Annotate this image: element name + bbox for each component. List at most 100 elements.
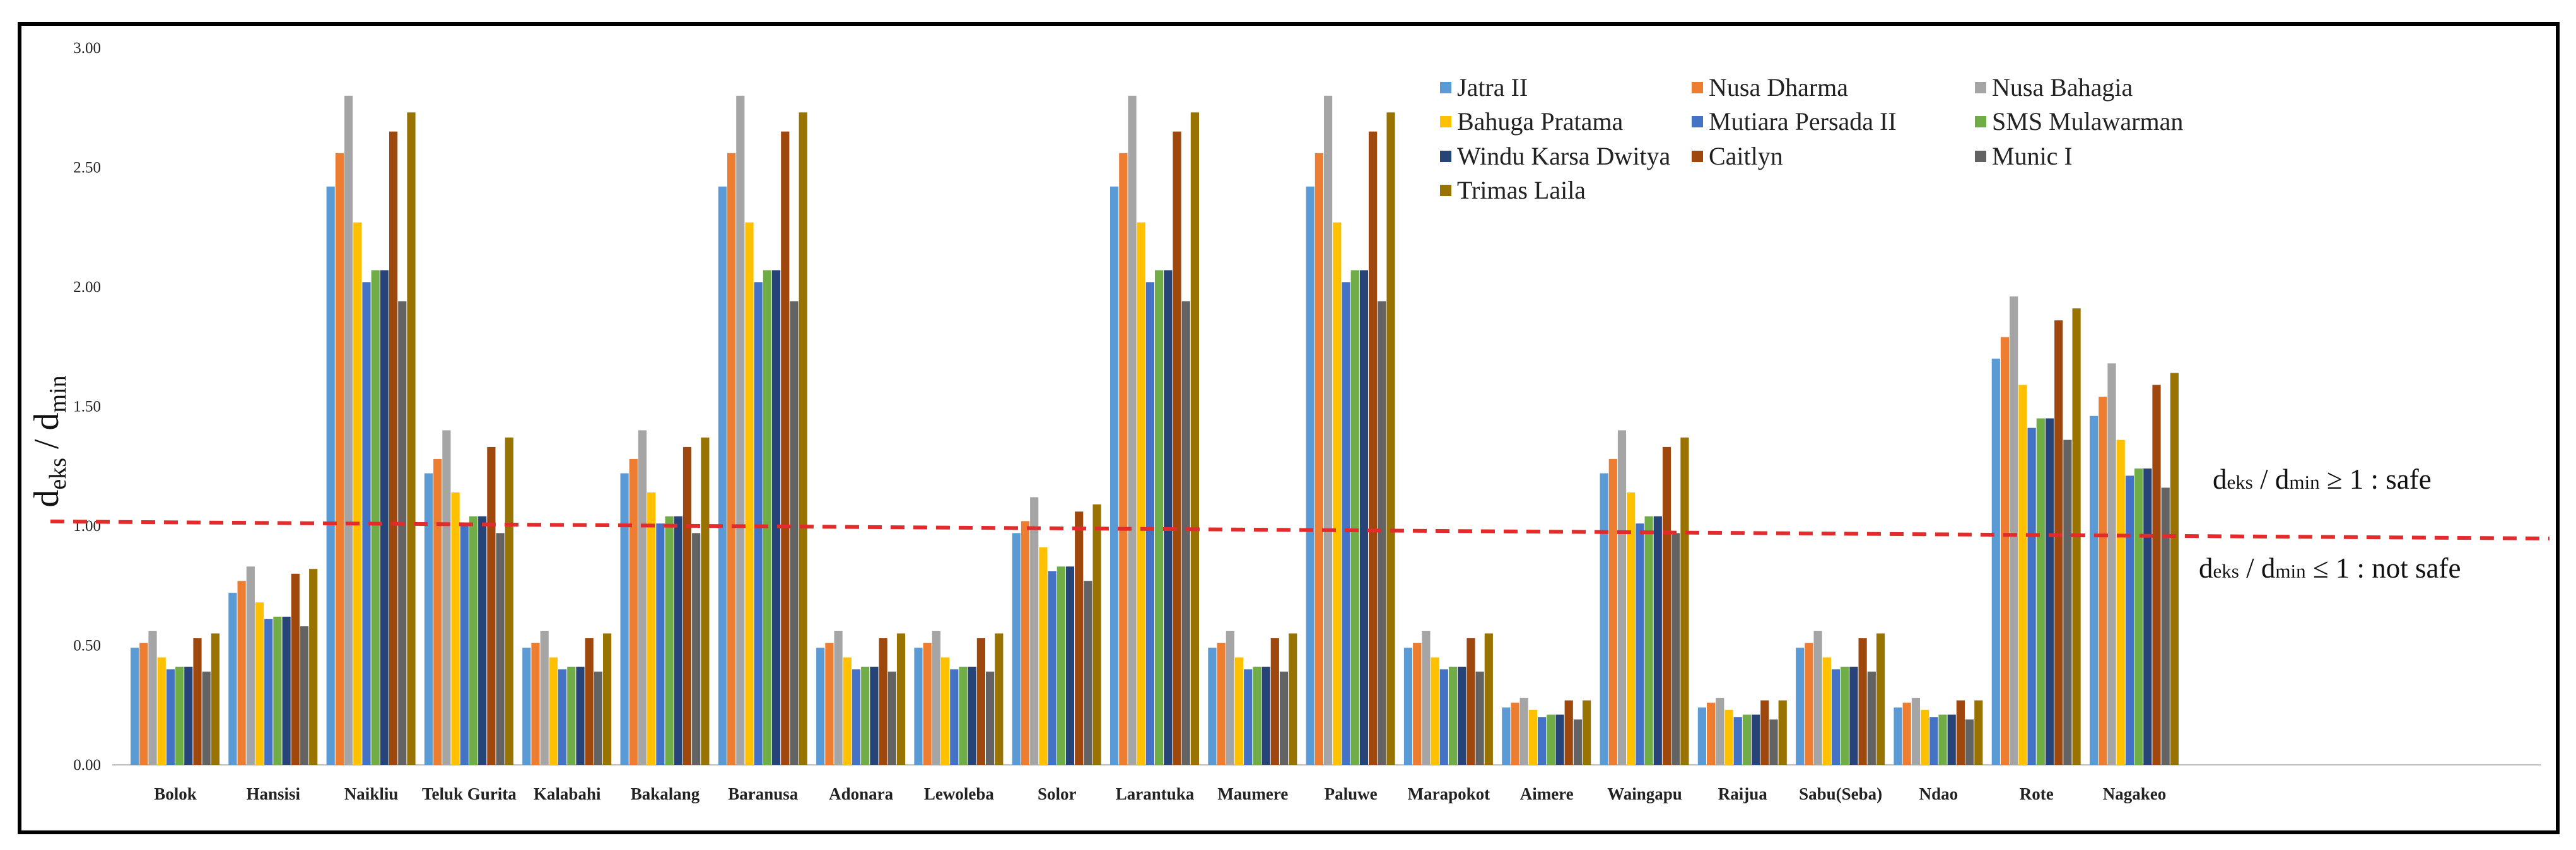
bar bbox=[1511, 702, 1519, 765]
bar bbox=[273, 617, 282, 765]
bar bbox=[932, 631, 940, 765]
bar bbox=[1270, 638, 1279, 765]
bar bbox=[1680, 437, 1689, 765]
bar bbox=[585, 638, 594, 765]
bar bbox=[1547, 714, 1555, 765]
legend-swatch bbox=[1440, 185, 1451, 196]
bar bbox=[460, 523, 469, 765]
bar bbox=[896, 633, 906, 765]
bar bbox=[745, 222, 754, 765]
bar bbox=[718, 186, 727, 765]
bar bbox=[1065, 566, 1075, 765]
bar bbox=[540, 631, 549, 765]
bar bbox=[1048, 571, 1057, 765]
bar bbox=[2152, 385, 2161, 765]
bar bbox=[1262, 667, 1270, 765]
bar bbox=[353, 222, 362, 765]
bar bbox=[1707, 702, 1716, 765]
bar bbox=[398, 301, 407, 765]
bar bbox=[175, 667, 184, 765]
bar bbox=[692, 533, 701, 765]
category-label: Maumere bbox=[1217, 784, 1288, 803]
legend-label: Windu Karsa Dwitya bbox=[1457, 142, 1671, 170]
bar bbox=[264, 619, 273, 765]
bar bbox=[2063, 440, 2072, 765]
bar bbox=[1813, 631, 1822, 765]
bar bbox=[2116, 440, 2125, 765]
bar bbox=[451, 492, 460, 765]
bar bbox=[1876, 633, 1885, 765]
bar bbox=[1431, 657, 1439, 765]
bar bbox=[1911, 697, 1920, 765]
bar bbox=[2045, 418, 2054, 765]
bar bbox=[1386, 112, 1395, 765]
bar bbox=[2036, 418, 2045, 765]
bar bbox=[2143, 469, 2152, 765]
bar bbox=[887, 672, 896, 765]
bar bbox=[442, 430, 451, 765]
bar bbox=[727, 153, 736, 766]
bar bbox=[1583, 700, 1591, 765]
bar bbox=[1858, 638, 1867, 765]
bar bbox=[166, 669, 175, 765]
bar bbox=[620, 473, 629, 765]
bar bbox=[976, 638, 985, 765]
bar bbox=[478, 516, 487, 765]
bar bbox=[2125, 475, 2134, 765]
bar bbox=[362, 282, 371, 765]
bar bbox=[1458, 667, 1467, 765]
bar bbox=[2054, 320, 2063, 766]
bar bbox=[1841, 667, 1849, 765]
bar bbox=[1636, 523, 1644, 765]
bar bbox=[1253, 667, 1262, 765]
bar bbox=[184, 667, 193, 765]
annotation-safe-d1: d bbox=[2213, 463, 2227, 495]
bar bbox=[2161, 487, 2170, 765]
annotation-safe-d2: d bbox=[2275, 463, 2290, 495]
category-label: Lewoleba bbox=[924, 784, 994, 803]
legend-label: Caitlyn bbox=[1709, 142, 1783, 170]
bar bbox=[157, 657, 166, 765]
bar bbox=[1716, 697, 1724, 765]
bar bbox=[1902, 702, 1911, 765]
bar bbox=[531, 643, 540, 765]
y-label-sub1: eks bbox=[45, 458, 71, 490]
bar bbox=[1289, 633, 1297, 765]
bar bbox=[424, 473, 433, 765]
bar bbox=[2099, 397, 2107, 765]
bar bbox=[1555, 714, 1564, 765]
category-label: Rote bbox=[2020, 784, 2054, 803]
bar bbox=[1208, 648, 1217, 765]
annotation-safe-rest: ≥ 1 : safe bbox=[2320, 463, 2432, 495]
bar bbox=[1324, 95, 1333, 765]
legend-label: Mutiara Persada II bbox=[1709, 107, 1897, 136]
bar bbox=[914, 648, 923, 765]
bar bbox=[496, 533, 505, 765]
legend-swatch bbox=[1440, 151, 1451, 162]
bar bbox=[1084, 581, 1092, 765]
bar bbox=[576, 667, 585, 765]
y-tick-label: 3.00 bbox=[73, 40, 101, 57]
category-label: Solor bbox=[1038, 784, 1077, 803]
annotation-safe-sub2: min bbox=[2289, 471, 2320, 493]
category-label: Sabu(Seba) bbox=[1799, 784, 1882, 803]
bar bbox=[1448, 667, 1458, 765]
bar bbox=[1956, 700, 1965, 765]
bar bbox=[1217, 643, 1226, 765]
bar bbox=[380, 270, 389, 765]
legend-swatch bbox=[1440, 116, 1451, 127]
bar bbox=[291, 573, 300, 765]
annotation-safe: deks / dmin ≥ 1 : safe bbox=[2213, 463, 2432, 495]
bar bbox=[772, 270, 781, 765]
bar bbox=[282, 617, 291, 765]
bar bbox=[1921, 709, 1929, 765]
bar bbox=[2027, 428, 2036, 765]
bar bbox=[1403, 648, 1413, 765]
legend-label: Nusa Dharma bbox=[1709, 73, 1848, 102]
category-label: Paluwe bbox=[1325, 784, 1378, 803]
category-label: Naikliu bbox=[344, 784, 399, 803]
bar bbox=[1617, 430, 1627, 765]
bar bbox=[1929, 717, 1938, 765]
bar bbox=[763, 270, 771, 765]
bar bbox=[1484, 633, 1493, 765]
